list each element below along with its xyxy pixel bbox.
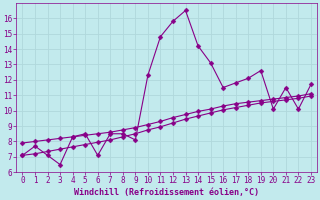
- X-axis label: Windchill (Refroidissement éolien,°C): Windchill (Refroidissement éolien,°C): [74, 188, 259, 197]
